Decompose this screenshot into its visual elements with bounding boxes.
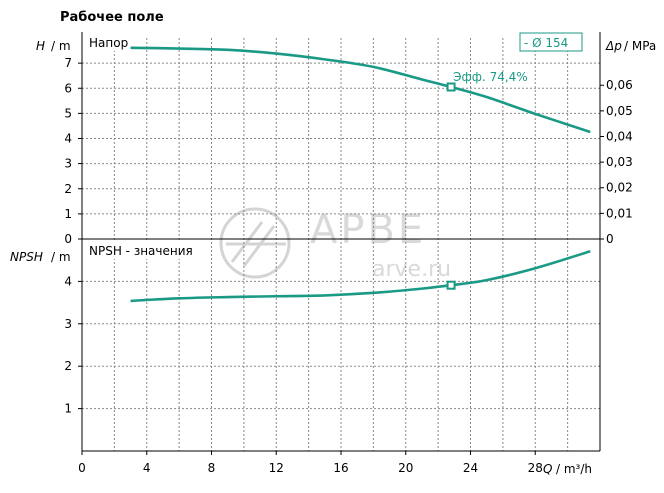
head-right-unit: / MPa	[624, 39, 656, 53]
x-tick-label: 28	[528, 461, 543, 475]
head-right-tick-label: 0,01	[606, 206, 633, 220]
x-axis-symbol: Q	[543, 462, 552, 476]
npsh-marker	[446, 280, 456, 290]
head-y-tick-label: 5	[64, 106, 72, 120]
npsh-curve-line	[130, 250, 591, 303]
legend-entry: - Ø 154	[524, 36, 568, 50]
head-y-tick-label: 6	[64, 81, 72, 95]
x-tick-label: 24	[463, 461, 478, 475]
npsh-panel-label-box	[84, 242, 198, 259]
npsh-panel-label: NPSH - значения	[89, 244, 193, 258]
head-curve-line	[130, 46, 591, 134]
npsh-y-tick-label: 2	[64, 359, 72, 373]
axes	[78, 32, 604, 455]
watermark-brand: АРВЕ	[310, 207, 426, 253]
chart-title: Рабочее поле	[60, 10, 164, 25]
head-right-tick-label: 0,02	[606, 181, 633, 195]
x-tick-label: 16	[333, 461, 348, 475]
x-tick-label: 8	[208, 461, 216, 475]
head-y-tick-label: 0	[64, 232, 72, 246]
head-panel: Напор H / m Δp / MPa - Ø 154	[36, 32, 656, 53]
head-right-tick-label: 0,06	[606, 78, 633, 92]
head-right-symbol: Δp	[605, 39, 622, 53]
npsh-y-unit: / m	[51, 250, 71, 264]
head-y-tick-label: 2	[64, 182, 72, 196]
npsh-y-tick-label: 3	[64, 317, 72, 331]
efficiency-marker	[446, 82, 456, 92]
npsh-panel: NPSH - значения NPSH / m Q / m³/h	[10, 242, 592, 476]
watermark-logo-icon	[219, 207, 291, 279]
x-axis-unit: / m³/h	[556, 462, 592, 476]
head-right-tick-label: 0	[606, 232, 614, 246]
head-y-tick-label: 7	[64, 56, 72, 70]
legend-box	[519, 32, 583, 52]
x-tick-label: 4	[143, 461, 151, 475]
x-tick-label: 12	[269, 461, 284, 475]
curves: Эфф. 74,4%	[130, 46, 591, 303]
npsh-y-tick-label: 1	[64, 402, 72, 416]
head-panel-label-box	[84, 34, 136, 51]
head-y-tick-label: 1	[64, 207, 72, 221]
watermark: АРВЕ arve.ru	[219, 207, 451, 282]
npsh-y-symbol: NPSH	[10, 250, 43, 264]
head-right-tick-label: 0,05	[606, 104, 633, 118]
head-y-unit: / m	[51, 39, 71, 53]
head-y-tick-label: 3	[64, 157, 72, 171]
grid	[82, 38, 600, 451]
head-panel-label: Напор	[89, 36, 128, 50]
watermark-site: arve.ru	[372, 257, 451, 282]
x-tick-label: 20	[398, 461, 413, 475]
head-y-symbol: H	[36, 39, 45, 53]
head-right-tick-label: 0,03	[606, 155, 633, 169]
x-tick-label: 0	[78, 461, 86, 475]
head-y-tick-label: 4	[64, 132, 72, 146]
npsh-y-tick-label: 4	[64, 274, 72, 288]
head-right-tick-label: 0,04	[606, 129, 633, 143]
efficiency-label: Эфф. 74,4%	[453, 70, 528, 84]
